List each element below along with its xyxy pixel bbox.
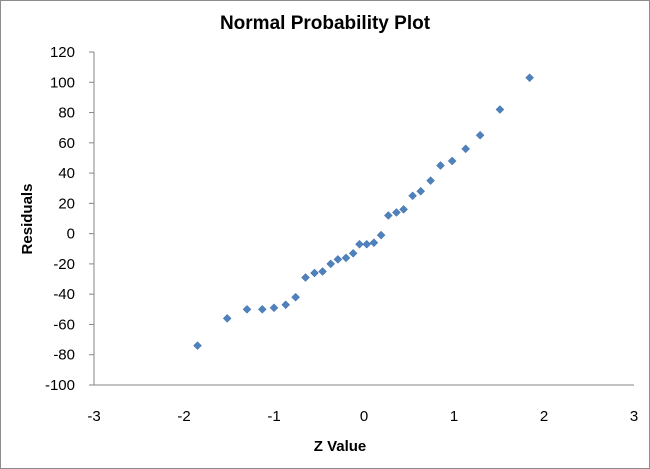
x-axis: -3 -2 -1 0 1 2 3 <box>87 408 638 425</box>
x-tick-label: 3 <box>630 408 638 425</box>
data-point <box>291 292 300 302</box>
data-point <box>426 176 435 186</box>
data-point <box>326 259 336 269</box>
data-point <box>281 300 291 310</box>
chart-title: Normal Probability Plot <box>220 13 431 34</box>
data-point <box>362 239 372 249</box>
data-point <box>461 144 471 154</box>
x-tick-label: -3 <box>87 408 100 425</box>
y-tick-label: 40 <box>58 165 75 182</box>
data-point <box>495 105 505 114</box>
data-point <box>318 267 327 276</box>
data-point <box>301 273 310 282</box>
data-point <box>242 304 252 314</box>
y-tick-label: 0 <box>67 226 75 243</box>
x-axis-title: Z Value <box>314 438 367 455</box>
data-point <box>341 253 351 263</box>
y-tick-label: -20 <box>53 256 75 273</box>
data-point <box>348 248 358 258</box>
data-point <box>392 208 401 217</box>
data-point <box>376 230 386 240</box>
y-axis-title: Residuals <box>19 184 36 255</box>
data-point <box>475 130 485 140</box>
data-point <box>436 161 445 170</box>
y-tick-label: -100 <box>45 377 75 394</box>
y-tick-label: 120 <box>50 44 75 61</box>
y-tick-label: -60 <box>53 316 75 333</box>
data-point <box>333 255 343 264</box>
data-point <box>399 205 408 214</box>
data-point <box>416 186 426 196</box>
y-tick-label: -80 <box>53 347 75 364</box>
data-point <box>383 211 393 220</box>
y-tick-label: -40 <box>53 286 75 303</box>
y-tick-label: 80 <box>58 105 75 122</box>
data-point <box>257 304 267 314</box>
data-point <box>193 341 202 350</box>
data-point <box>310 268 319 278</box>
y-tick-label: 100 <box>50 74 75 91</box>
data-point <box>222 314 232 323</box>
data-point <box>269 303 279 313</box>
x-tick-label: 2 <box>540 408 548 425</box>
data-point <box>408 191 417 201</box>
y-tick-label: 60 <box>58 135 75 152</box>
data-points <box>193 73 534 350</box>
x-tick-label: -2 <box>177 408 190 425</box>
x-tick-label: -1 <box>267 408 280 425</box>
plot-area: -100 -80 -60 -40 -20 0 20 40 60 80 100 120 -3 -2 -1 0 1… <box>45 44 638 425</box>
data-point <box>355 239 364 249</box>
data-point <box>369 238 379 248</box>
x-tick-label: 0 <box>360 408 368 425</box>
y-axis: -100 -80 -60 -40 -20 0 20 40 60 80 100 120 <box>45 44 94 394</box>
data-point <box>447 156 457 166</box>
x-tick-label: 1 <box>450 408 458 425</box>
data-point <box>525 73 534 83</box>
y-tick-label: 20 <box>58 195 75 212</box>
